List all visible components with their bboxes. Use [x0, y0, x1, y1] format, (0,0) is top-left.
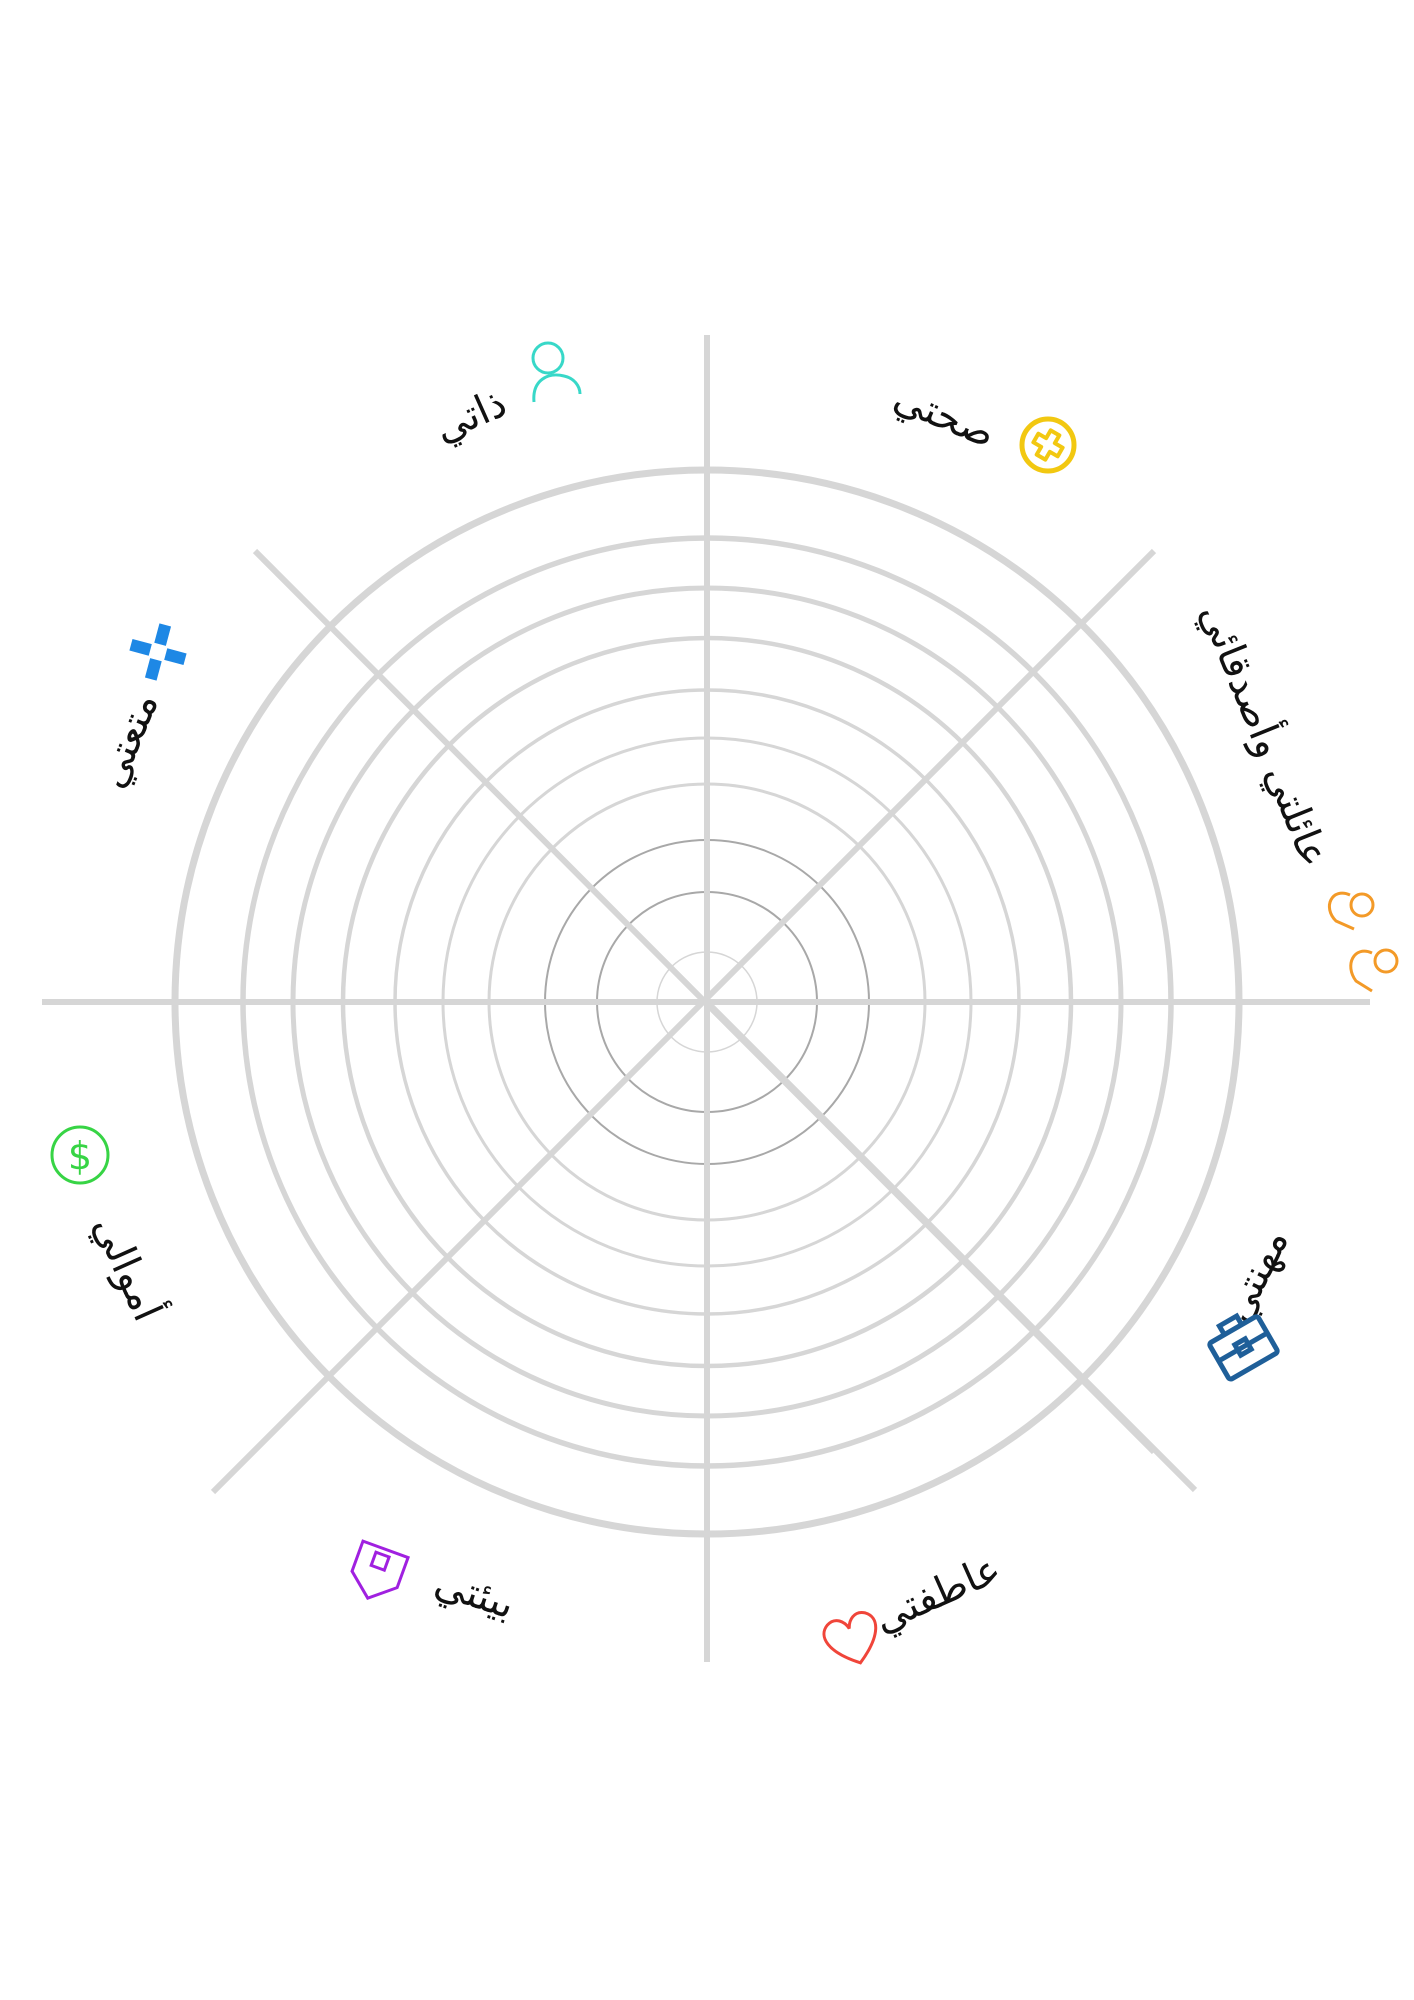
segment-environment: بيئتي	[429, 1560, 520, 1629]
health-cross-icon	[1019, 416, 1077, 474]
segment-label-self: ذاتي	[428, 380, 514, 452]
segment-label-career: مهنتي	[1214, 1222, 1298, 1330]
segment-label-finances: أموالي	[84, 1207, 174, 1328]
segment-finances: أموالي	[84, 1207, 174, 1328]
heart-icon	[822, 1610, 878, 1665]
wheel-spokes	[42, 335, 1370, 1662]
wheel-spoke	[704, 999, 1198, 1493]
wheel-spoke	[210, 548, 1157, 1495]
segment-label-leisure: متعتي	[88, 686, 167, 794]
segment-career: مهنتي	[1214, 1222, 1298, 1330]
house-icon	[350, 1539, 410, 1601]
segment-label-emotions: عاطفتي	[867, 1546, 1008, 1642]
segment-self: ذاتي	[428, 380, 514, 452]
segment-health: صحتي	[887, 374, 1002, 457]
segment-label-environment: بيئتي	[429, 1560, 520, 1629]
segment-leisure: متعتي	[88, 686, 167, 794]
pinwheel-icon	[129, 623, 187, 681]
dollar-icon: $	[50, 1125, 110, 1185]
people-icon	[1328, 891, 1399, 993]
segment-emotions: عاطفتي	[867, 1546, 1008, 1642]
briefcase-icon	[1207, 1312, 1280, 1382]
person-icon	[531, 341, 582, 403]
segment-label-health: صحتي	[887, 374, 1002, 457]
svg-text:$: $	[68, 1134, 92, 1178]
